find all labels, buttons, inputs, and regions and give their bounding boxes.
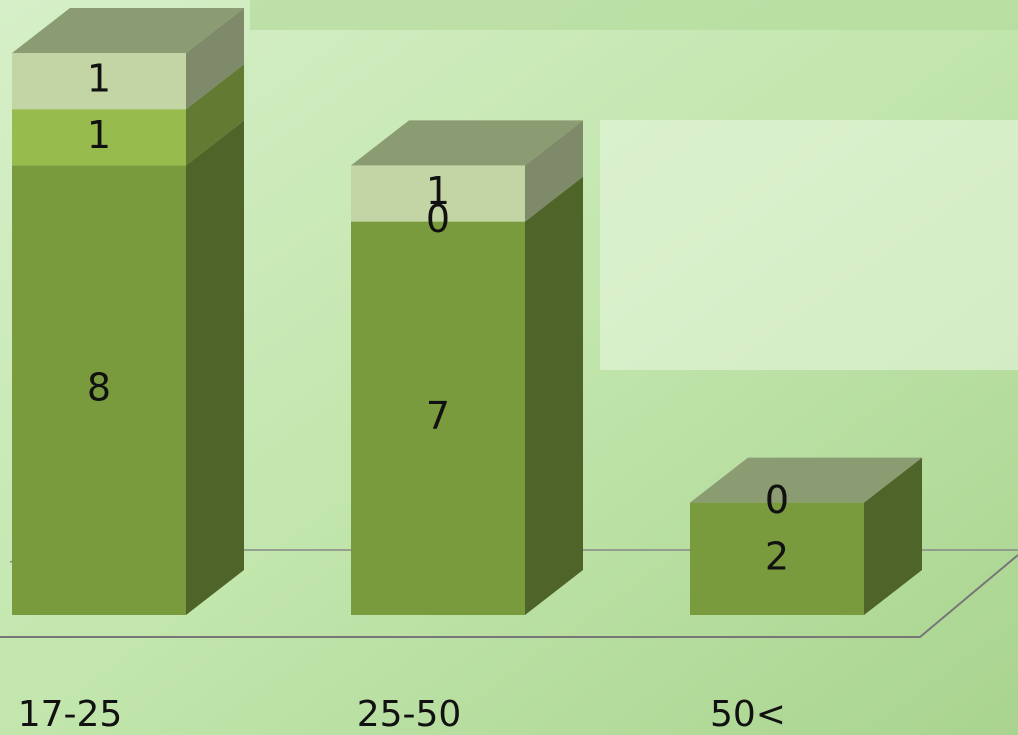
floor-edge [0, 554, 1018, 638]
bar-segment [12, 53, 186, 110]
bar-segment [351, 221, 525, 615]
background-shape [600, 120, 1018, 370]
x-tick-label: 25-50 [357, 694, 462, 735]
bar-side [186, 64, 244, 166]
data-label: 7 [426, 394, 450, 438]
data-label: 0 [426, 197, 450, 241]
bar-segment [12, 109, 186, 166]
background-shape [250, 0, 1018, 30]
data-label: 0 [765, 478, 789, 522]
data-label: 0 [765, 478, 789, 522]
bar-segment [351, 165, 525, 222]
bar-segment [690, 502, 864, 615]
bar-side [186, 8, 244, 110]
data-label: 8 [87, 366, 111, 410]
bar-top [12, 8, 244, 53]
bar-side [864, 457, 922, 615]
bar-side [525, 120, 583, 222]
bar-side [186, 120, 244, 616]
bar-top [351, 120, 583, 166]
data-label: 1 [87, 113, 111, 157]
bar-top [690, 457, 922, 503]
x-tick-label: 50< [710, 694, 786, 735]
x-tick-label: 17-25 [18, 694, 123, 735]
data-label: 1 [426, 169, 450, 213]
bar-side [525, 176, 583, 615]
data-label: 1 [87, 57, 111, 101]
data-label: 2 [765, 534, 789, 578]
bar-segment [12, 165, 186, 615]
